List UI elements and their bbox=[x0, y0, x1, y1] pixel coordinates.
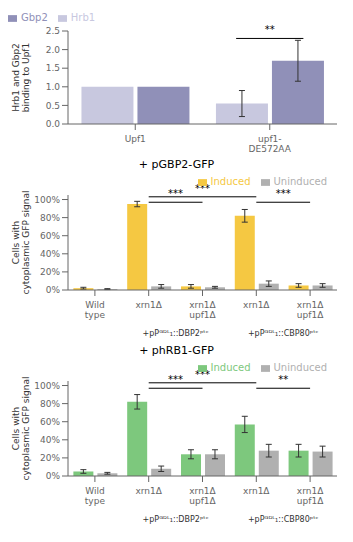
svg-text:+pPᴳᴰᴸ₁::CBP80ᵖᵗᶜ: +pPᴳᴰᴸ₁::CBP80ᵖᵗᶜ bbox=[248, 515, 319, 524]
html-text:+ pGBP2-GFP: + pGBP2-GFP bbox=[138, 158, 215, 171]
svg-text:100%: 100% bbox=[34, 381, 60, 391]
html-text:Uninduced: Uninduced bbox=[273, 176, 327, 187]
svg-text:xrn1Δ: xrn1Δ bbox=[243, 300, 270, 310]
svg-text:0%: 0% bbox=[46, 471, 61, 481]
svg-text:xrn1Δ: xrn1Δ bbox=[243, 486, 270, 496]
svg-text:xrn1Δ: xrn1Δ bbox=[135, 300, 162, 310]
svg-text:upf1-DE572AA: upf1-DE572AA bbox=[249, 134, 292, 154]
svg-text:2.5: 2.5 bbox=[46, 26, 60, 36]
svg-text:Upf1: Upf1 bbox=[125, 134, 146, 144]
svg-text:100%: 100% bbox=[34, 195, 60, 205]
svg-text:***: *** bbox=[168, 374, 183, 385]
html-text:+ phRB1-GFP: + phRB1-GFP bbox=[139, 344, 214, 357]
svg-text:2.0: 2.0 bbox=[46, 45, 61, 55]
svg-text:Cells withcytoplasmic GFP sign: Cells withcytoplasmic GFP signal bbox=[11, 377, 31, 481]
html-text:Induced: Induced bbox=[210, 362, 251, 373]
html-text:Gbp2: Gbp2 bbox=[21, 12, 48, 23]
svg-text:0.0: 0.0 bbox=[46, 119, 61, 129]
svg-text:60%: 60% bbox=[40, 231, 60, 241]
svg-text:Wildtype: Wildtype bbox=[85, 486, 106, 506]
svg-text:**: ** bbox=[265, 24, 275, 35]
svg-text:20%: 20% bbox=[40, 267, 60, 277]
svg-text:xrn1Δupf1Δ: xrn1Δupf1Δ bbox=[297, 300, 324, 320]
svg-text:***: *** bbox=[276, 188, 291, 199]
svg-text:80%: 80% bbox=[40, 399, 60, 409]
svg-text:+pPᴳᴰᴸ₁::CBP80ᵖᵗᶜ: +pPᴳᴰᴸ₁::CBP80ᵖᵗᶜ bbox=[248, 329, 319, 338]
html-text:Uninduced: Uninduced bbox=[273, 362, 327, 373]
svg-text:xrn1Δ: xrn1Δ bbox=[135, 486, 162, 496]
svg-text:80%: 80% bbox=[40, 213, 60, 223]
svg-text:+pPᴳᴰᴸ₁::DBP2ᵖᵗᶜ: +pPᴳᴰᴸ₁::DBP2ᵖᵗᶜ bbox=[143, 329, 209, 338]
svg-text:60%: 60% bbox=[40, 417, 60, 427]
svg-text:1.0: 1.0 bbox=[46, 82, 61, 92]
svg-text:***: *** bbox=[195, 183, 210, 194]
svg-text:***: *** bbox=[195, 369, 210, 380]
svg-text:xrn1Δupf1Δ: xrn1Δupf1Δ bbox=[189, 486, 216, 506]
svg-text:20%: 20% bbox=[40, 453, 60, 463]
html-text:Hrb1: Hrb1 bbox=[70, 12, 96, 23]
svg-text:40%: 40% bbox=[40, 249, 60, 259]
svg-text:Hrb1 and Gbp2binding to Upf1: Hrb1 and Gbp2binding to Upf1 bbox=[11, 43, 31, 113]
svg-text:***: *** bbox=[168, 188, 183, 199]
svg-text:**: ** bbox=[278, 374, 288, 385]
svg-text:0%: 0% bbox=[46, 285, 61, 295]
svg-text:Wildtype: Wildtype bbox=[85, 300, 106, 320]
svg-text:1.5: 1.5 bbox=[46, 63, 60, 73]
html-text:Induced: Induced bbox=[210, 176, 251, 187]
svg-text:0.5: 0.5 bbox=[46, 101, 60, 111]
svg-text:40%: 40% bbox=[40, 435, 60, 445]
svg-text:Cells withcytoplasmic GFP sign: Cells withcytoplasmic GFP signal bbox=[11, 191, 31, 295]
svg-text:xrn1Δupf1Δ: xrn1Δupf1Δ bbox=[189, 300, 216, 320]
svg-text:+pPᴳᴰᴸ₁::DBP2ᵖᵗᶜ: +pPᴳᴰᴸ₁::DBP2ᵖᵗᶜ bbox=[143, 515, 209, 524]
svg-text:xrn1Δupf1Δ: xrn1Δupf1Δ bbox=[297, 486, 324, 506]
